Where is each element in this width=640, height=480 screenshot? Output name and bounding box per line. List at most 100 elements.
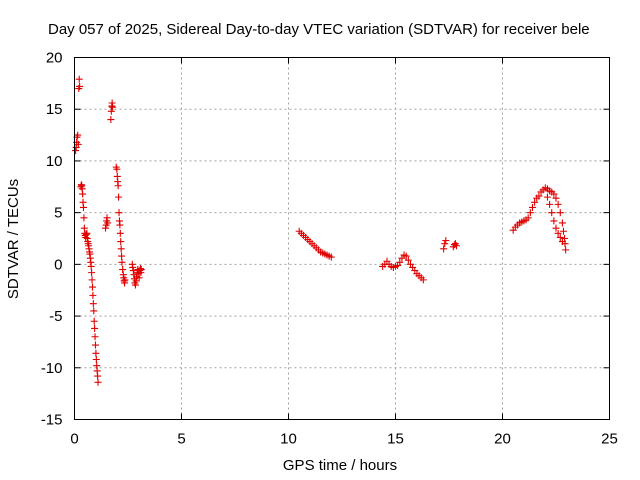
x-axis-label: GPS time / hours xyxy=(283,457,397,474)
data-point xyxy=(552,224,560,232)
data-point xyxy=(543,193,551,201)
data-point xyxy=(88,269,96,277)
data-point xyxy=(562,246,570,254)
data-point xyxy=(80,214,88,222)
x-tick-label: 5 xyxy=(177,431,185,448)
x-tick-label: 15 xyxy=(387,431,404,448)
data-point xyxy=(88,283,96,291)
data-point xyxy=(442,237,450,245)
data-point xyxy=(104,219,112,227)
grid-lines xyxy=(74,57,610,420)
data-point xyxy=(118,258,126,266)
x-tick-label: 0 xyxy=(70,431,78,448)
data-point xyxy=(82,230,90,238)
data-point xyxy=(107,116,115,124)
data-point xyxy=(550,217,558,225)
data-point xyxy=(115,193,123,201)
data-point xyxy=(327,253,335,261)
data-point xyxy=(92,356,100,364)
data-point xyxy=(114,182,122,190)
data-point xyxy=(103,214,111,222)
data-point xyxy=(116,221,124,229)
data-point xyxy=(102,224,110,232)
data-point xyxy=(129,263,137,271)
data-point xyxy=(121,276,129,284)
data-point xyxy=(90,317,98,325)
y-tick-label: 0 xyxy=(54,256,62,273)
data-point xyxy=(396,258,404,266)
data-point xyxy=(528,203,536,211)
data-point xyxy=(554,229,562,237)
data-point xyxy=(559,227,567,235)
data-point xyxy=(113,165,121,173)
y-tick-label: -10 xyxy=(41,360,63,377)
data-points xyxy=(72,75,570,386)
data-point xyxy=(91,333,99,341)
data-point xyxy=(524,214,532,222)
data-point xyxy=(75,75,83,83)
data-point xyxy=(90,307,98,315)
data-point xyxy=(546,200,554,208)
data-point xyxy=(137,266,145,274)
data-point xyxy=(558,219,566,227)
data-point xyxy=(88,276,96,284)
data-point xyxy=(117,238,125,246)
data-point xyxy=(82,233,90,241)
data-point xyxy=(79,190,87,198)
data-point xyxy=(441,240,449,248)
data-point xyxy=(440,245,448,253)
data-point xyxy=(131,281,139,289)
y-tick-label: -5 xyxy=(49,308,62,325)
plot-frame xyxy=(74,57,610,420)
data-point xyxy=(550,190,558,198)
data-point xyxy=(404,256,412,264)
data-point xyxy=(558,238,566,246)
data-point xyxy=(76,82,84,90)
y-tick-label: 15 xyxy=(46,101,63,118)
data-point xyxy=(72,147,80,155)
data-point xyxy=(116,229,124,237)
data-point xyxy=(91,324,99,332)
data-point xyxy=(129,267,137,275)
data-point xyxy=(91,341,99,349)
data-point xyxy=(419,276,427,284)
data-point xyxy=(556,233,564,241)
data-point xyxy=(94,378,102,386)
chart-title: Day 057 of 2025, Sidereal Day-to-day VTE… xyxy=(48,21,590,38)
x-tick-label: 25 xyxy=(601,431,618,448)
y-tick-label: 5 xyxy=(54,205,62,222)
data-point xyxy=(74,131,82,139)
data-point xyxy=(526,209,534,217)
x-tick-label: 10 xyxy=(280,431,297,448)
data-point xyxy=(94,372,102,380)
data-point xyxy=(402,252,410,260)
data-point xyxy=(135,274,143,282)
data-point xyxy=(89,291,97,299)
x-tick-labels: 0 5 10 15 20 25 xyxy=(70,431,618,448)
data-point xyxy=(119,266,127,274)
data-point xyxy=(79,203,87,211)
data-point xyxy=(118,252,126,260)
data-point xyxy=(87,262,95,270)
data-point xyxy=(115,209,123,217)
data-point xyxy=(74,140,82,148)
data-point xyxy=(92,349,100,357)
data-point xyxy=(554,200,562,208)
y-axis-label: SDTVAR / TECUs xyxy=(5,179,22,299)
x-tick-label: 20 xyxy=(494,431,511,448)
data-point xyxy=(452,242,460,250)
data-point xyxy=(552,194,560,202)
data-point xyxy=(535,192,543,200)
data-point xyxy=(531,198,539,206)
data-point xyxy=(548,209,556,217)
data-point xyxy=(117,245,125,253)
y-tick-label: -15 xyxy=(41,412,63,429)
data-point xyxy=(89,300,97,308)
axis-ticks xyxy=(74,57,610,420)
y-tick-label: 10 xyxy=(46,153,63,170)
data-point xyxy=(109,103,117,111)
y-tick-label: 20 xyxy=(46,50,63,67)
y-tick-labels: -15 -10 -5 0 5 10 15 20 xyxy=(41,50,63,429)
data-point xyxy=(556,209,564,217)
